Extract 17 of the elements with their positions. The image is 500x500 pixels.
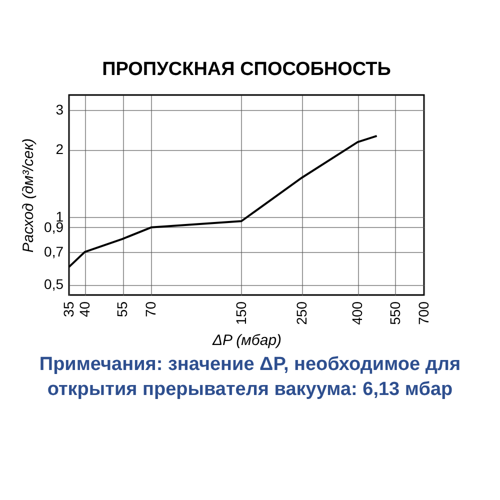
x-axis-title: ΔP (мбар) (211, 332, 282, 349)
y-tick-label: 0,7 (44, 243, 64, 260)
x-tick-label: 40 (76, 301, 92, 318)
x-tick-label: 400 (349, 301, 366, 325)
y-tick-label: 3 (56, 102, 64, 118)
text: Примечания: значение ΔP, необходимое для открытия прерывателя вакуума: 6,13 мбар (38, 353, 462, 402)
x-tick-label: 35 (60, 301, 76, 318)
chart-title: ПРОПУСКНАЯ СПОСОБНОСТЬ (102, 59, 391, 80)
x-tick-label: 70 (142, 301, 159, 318)
y-tick-label: 2 (56, 141, 64, 158)
x-tick-label: 150 (232, 301, 249, 325)
y-axis-title: Расход (дм³/сек) (20, 138, 38, 253)
x-tick-label: 550 (386, 301, 403, 325)
x-tick-label: 250 (293, 301, 310, 325)
y-tick-label: 0,5 (44, 276, 64, 292)
x-tick-label: 55 (114, 301, 130, 318)
x-tick-label: 700 (416, 301, 432, 325)
